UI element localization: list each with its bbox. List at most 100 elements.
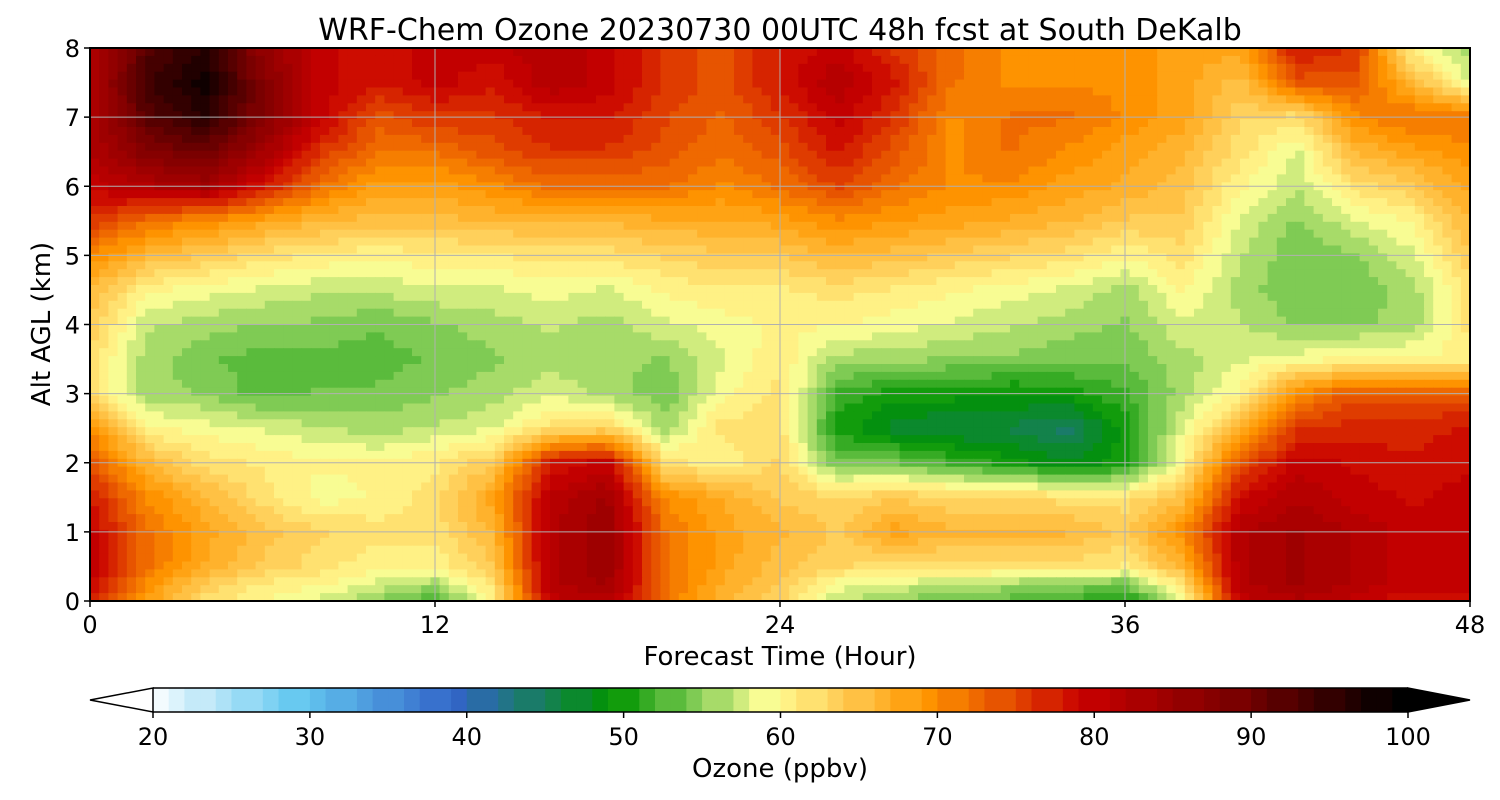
heatmap-cell xyxy=(338,292,349,302)
heatmap-cell xyxy=(660,277,671,286)
heatmap-cell xyxy=(1175,119,1186,128)
heatmap-cell xyxy=(439,206,450,215)
heatmap-cell xyxy=(660,198,671,207)
heatmap-cell xyxy=(642,48,652,57)
heatmap-cell xyxy=(402,55,413,65)
heatmap-cell xyxy=(375,198,385,207)
heatmap-cell xyxy=(1028,277,1039,286)
heatmap-cell xyxy=(136,221,146,231)
heatmap-cell xyxy=(1212,134,1223,144)
heatmap-cell xyxy=(1249,198,1259,207)
heatmap-cell xyxy=(1129,190,1140,199)
heatmap-cell xyxy=(356,111,367,120)
heatmap-cell xyxy=(651,292,661,302)
heatmap-cell xyxy=(458,269,468,278)
heatmap-cell xyxy=(274,292,284,302)
heatmap-cell xyxy=(715,300,726,310)
heatmap-cell xyxy=(1258,285,1269,294)
heatmap-cell xyxy=(375,221,385,231)
heatmap-cell xyxy=(1111,190,1121,199)
heatmap-cell xyxy=(264,190,275,199)
heatmap-cell xyxy=(347,150,358,160)
heatmap-cell xyxy=(255,277,266,286)
heatmap-cell xyxy=(117,111,128,120)
heatmap-cell xyxy=(1111,103,1121,112)
heatmap-cell xyxy=(292,166,303,175)
heatmap-cell xyxy=(853,285,864,294)
heatmap-cell xyxy=(182,48,192,57)
heatmap-cell xyxy=(163,79,174,89)
heatmap-cell xyxy=(1148,213,1158,223)
heatmap-cell xyxy=(982,103,993,112)
heatmap-cell xyxy=(108,221,119,231)
heatmap-cell xyxy=(1212,198,1223,207)
heatmap-cell xyxy=(752,198,763,207)
heatmap-cell xyxy=(1175,269,1186,278)
heatmap-cell xyxy=(356,213,367,223)
heatmap-cell xyxy=(660,127,671,136)
heatmap-cell xyxy=(1212,127,1223,136)
heatmap-cell xyxy=(412,158,422,168)
heatmap-cell xyxy=(494,142,505,152)
heatmap-cell xyxy=(826,166,836,175)
heatmap-cell xyxy=(798,213,809,223)
heatmap-cell xyxy=(826,134,836,144)
heatmap-cell xyxy=(669,111,680,120)
heatmap-cell xyxy=(605,142,615,152)
heatmap-cell xyxy=(770,95,781,104)
heatmap-cell xyxy=(1000,269,1011,278)
heatmap-cell xyxy=(623,95,634,104)
heatmap-cell xyxy=(412,166,422,175)
heatmap-cell xyxy=(881,300,891,310)
heatmap-cell xyxy=(1313,174,1324,183)
heatmap-cell xyxy=(844,134,855,144)
heatmap-cell xyxy=(1148,245,1158,254)
heatmap-cell xyxy=(264,87,275,96)
heatmap-cell xyxy=(954,174,965,183)
heatmap-cell xyxy=(1332,119,1342,128)
heatmap-cell xyxy=(614,87,625,96)
heatmap-cell xyxy=(586,277,597,286)
heatmap-cell xyxy=(1065,277,1075,286)
heatmap-cell xyxy=(1102,206,1112,215)
heatmap-cell xyxy=(577,190,588,199)
heatmap-cell xyxy=(402,87,413,96)
heatmap-cell xyxy=(136,292,146,302)
heatmap-cell xyxy=(734,150,744,160)
heatmap-cell xyxy=(918,142,928,152)
heatmap-cell xyxy=(1368,48,1379,57)
heatmap-cell xyxy=(660,285,671,294)
heatmap-cell xyxy=(807,48,818,57)
heatmap-cell xyxy=(108,253,119,262)
heatmap-cell xyxy=(642,285,652,294)
heatmap-cell xyxy=(1322,221,1333,231)
heatmap-cell xyxy=(1175,285,1186,294)
heatmap-cell xyxy=(890,253,901,262)
heatmap-cell xyxy=(559,269,569,278)
heatmap-cell xyxy=(366,174,376,183)
heatmap-cell xyxy=(1221,103,1232,112)
heatmap-cell xyxy=(1092,300,1103,310)
heatmap-cell xyxy=(1442,292,1453,302)
heatmap-cell xyxy=(448,229,459,239)
heatmap-cell xyxy=(1378,213,1388,223)
heatmap-cell xyxy=(1341,253,1351,262)
heatmap-cell xyxy=(918,127,928,136)
heatmap-cell xyxy=(770,190,781,199)
heatmap-cell xyxy=(1010,285,1020,294)
heatmap-cell xyxy=(1148,158,1158,168)
heatmap-cell xyxy=(126,198,137,207)
heatmap-cell xyxy=(881,174,891,183)
heatmap-cell xyxy=(90,190,100,199)
heatmap-cell xyxy=(826,63,836,73)
heatmap-cell xyxy=(347,55,358,65)
heatmap-cell xyxy=(568,229,579,239)
heatmap-cell xyxy=(1460,48,1470,57)
heatmap-cell xyxy=(163,308,174,318)
heatmap-cell xyxy=(237,269,247,278)
heatmap-cell xyxy=(375,63,385,73)
heatmap-cell xyxy=(660,71,671,81)
heatmap-cell xyxy=(927,87,937,96)
heatmap-cell xyxy=(1332,166,1342,175)
heatmap-cell xyxy=(384,150,395,160)
